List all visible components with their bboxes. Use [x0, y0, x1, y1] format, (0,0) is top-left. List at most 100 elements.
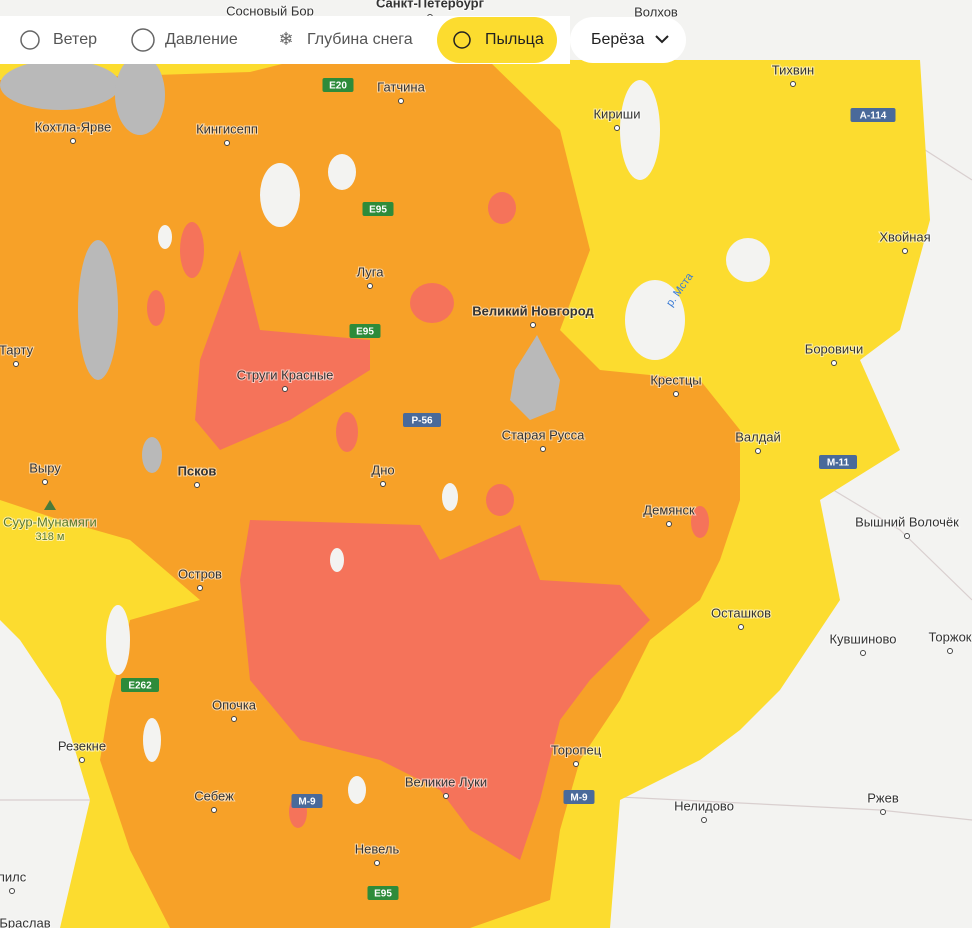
- city-dot: [673, 391, 679, 397]
- city-dot: [947, 648, 953, 654]
- chevron: [655, 35, 669, 44]
- layer-button[interactable]: Глубина снега: [307, 31, 413, 48]
- city-label: Выру: [29, 460, 61, 475]
- city-dot: [194, 482, 200, 488]
- city-label: Остров: [178, 566, 222, 581]
- peak-icon: [44, 500, 56, 510]
- road-badge: [563, 790, 595, 804]
- road-badge: [403, 413, 441, 427]
- road-label: E95: [374, 889, 392, 900]
- layer-button[interactable]: Давление: [165, 31, 238, 48]
- city-label: Тихвин: [772, 62, 814, 77]
- city-dot: [231, 716, 237, 722]
- allergen-select[interactable]: [570, 17, 686, 63]
- city-label: Струги Красные: [237, 367, 334, 382]
- city-label: Кохтла-Ярве: [35, 119, 111, 134]
- city-label: Боровичи: [805, 341, 863, 356]
- city-label: пилс: [0, 869, 27, 884]
- city-dot: [9, 888, 15, 894]
- city-dot: [443, 793, 449, 799]
- city-dot: [367, 283, 373, 289]
- city-label: Крестцы: [650, 372, 701, 387]
- city-dot: [398, 98, 404, 104]
- city-dot: [197, 585, 203, 591]
- city-label: Опочка: [212, 697, 257, 712]
- city-dot: [282, 386, 288, 392]
- city-label: Кириши: [593, 106, 640, 121]
- city-dot: [902, 248, 908, 254]
- city-label: Нелидово: [674, 798, 734, 813]
- road-badge: [322, 78, 354, 92]
- city-label: Ржев: [867, 790, 899, 805]
- city-label: Дно: [371, 462, 394, 477]
- road-badge: [362, 202, 394, 216]
- layer-button[interactable]: Ветер: [53, 31, 97, 48]
- road-label: М-11: [827, 458, 850, 469]
- road-badge: [349, 324, 381, 338]
- city-dot: [13, 361, 19, 367]
- city-label: Торопец: [551, 742, 602, 757]
- city-label: Великие Луки: [405, 774, 487, 789]
- city-label: Себеж: [194, 788, 234, 803]
- road-badge: [121, 678, 159, 692]
- city-dot: [738, 624, 744, 630]
- city-dot: [666, 521, 672, 527]
- road-label: E95: [356, 327, 374, 338]
- city-dot: [224, 140, 230, 146]
- road-label: E262: [128, 681, 152, 692]
- road-badge: [850, 108, 896, 122]
- city-label: Вышний Волочёк: [855, 514, 959, 529]
- road-badge: [819, 455, 857, 469]
- pollen-icon: [453, 31, 471, 49]
- city-dot: [701, 817, 707, 823]
- city-label: Санкт-Петербург: [376, 0, 485, 10]
- city-label: Гатчина: [377, 79, 425, 94]
- road-badge: [367, 886, 399, 900]
- city-label: Луга: [357, 264, 385, 279]
- city-label: Кувшиново: [829, 631, 896, 646]
- road-label: А-114: [860, 111, 887, 122]
- city-dot: [374, 860, 380, 866]
- city-dot: [211, 807, 217, 813]
- layer-button-active[interactable]: [437, 17, 557, 63]
- road-label: E20: [329, 81, 347, 92]
- city-label: Сосновый Бор: [226, 3, 314, 18]
- city-label: Торжок: [929, 629, 972, 644]
- city-label: Тарту: [0, 342, 34, 357]
- city-dot: [860, 650, 866, 656]
- city-dot: [880, 809, 886, 815]
- city-label: Псков: [178, 463, 217, 478]
- city-dot: [755, 448, 761, 454]
- city-dot: [573, 761, 579, 767]
- city-label: Великий Новгород: [472, 303, 594, 318]
- peak-name: Суур-Мунамяги: [3, 514, 97, 529]
- city-label: Валдай: [735, 429, 781, 444]
- snow-icon: ❄: [278, 29, 293, 49]
- city-dot: [904, 533, 910, 539]
- city-dot: [42, 479, 48, 485]
- city-label: Браслав: [0, 915, 51, 928]
- city-dot: [614, 125, 620, 131]
- road-label: Р-56: [411, 416, 433, 427]
- city-dot: [79, 757, 85, 763]
- city-label: Резекне: [58, 738, 106, 753]
- pollen-high: [147, 192, 709, 860]
- pollen-free: [106, 80, 770, 804]
- pressure-icon: [131, 28, 155, 52]
- city-label: Демянск: [643, 502, 695, 517]
- city-dot: [540, 446, 546, 452]
- lakes: [0, 55, 560, 473]
- city-dot: [530, 322, 536, 328]
- city-dot: [831, 360, 837, 366]
- layer-button-label: Пыльца: [485, 31, 544, 48]
- road-badge: [291, 794, 323, 808]
- toolbar: Ветер Давление ❄ Глубина снега Пыльца Бе…: [0, 16, 686, 64]
- road-label: E95: [369, 205, 387, 216]
- city-label: Невель: [355, 841, 400, 856]
- wind-icon: [20, 30, 40, 50]
- road-label: М-9: [298, 797, 316, 808]
- city-label: Кингисепп: [196, 121, 258, 136]
